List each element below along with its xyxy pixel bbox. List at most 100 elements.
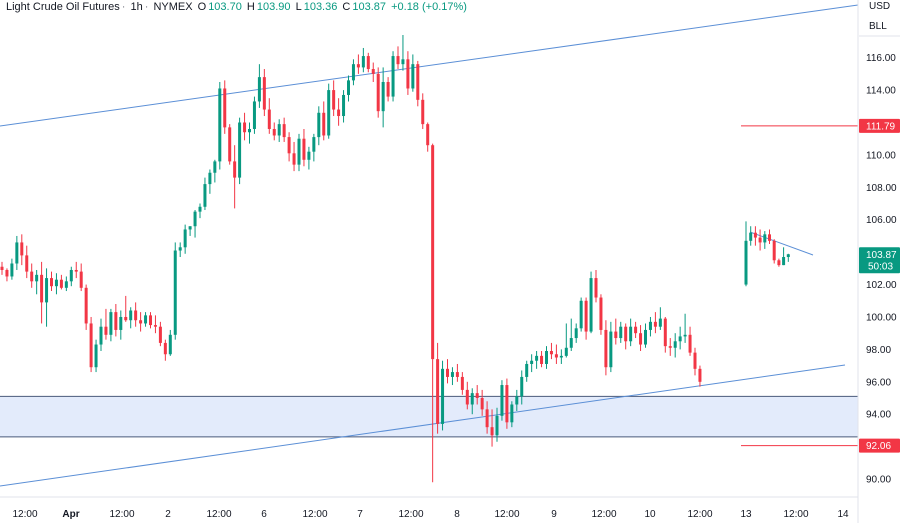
price-tag-text-1: 111.79 — [866, 121, 896, 132]
x-tick-label-8: 12:00 — [398, 509, 423, 520]
candle-body-39 — [193, 211, 197, 227]
y-tick-label-2: 94.00 — [866, 410, 891, 421]
candle-body-90 — [446, 368, 449, 377]
candle-body-108 — [535, 355, 539, 361]
candle-body-77 — [381, 81, 385, 112]
support-zone — [0, 395, 858, 438]
y-tick-label-8: 106.00 — [866, 215, 897, 226]
candle-body-58 — [287, 137, 291, 154]
candle-body-98 — [485, 409, 489, 428]
x-tick-label-0: 12:00 — [12, 509, 37, 520]
candle-body-78 — [386, 81, 390, 97]
candle-body-31 — [153, 325, 157, 327]
candle-body-123 — [609, 331, 613, 368]
candle-body-94 — [465, 389, 469, 405]
high-label: H — [246, 1, 255, 13]
candle-body-93 — [460, 376, 464, 390]
candle-body-71 — [351, 64, 355, 81]
candle-body-29 — [144, 315, 148, 324]
candle-body-59 — [292, 153, 296, 165]
candle-body-136 — [673, 341, 677, 348]
y-tick-label-3: 96.00 — [866, 377, 891, 388]
candle-body-130 — [644, 329, 647, 345]
candle-body-128 — [634, 326, 638, 334]
x-tick-label-10: 12:00 — [494, 509, 519, 520]
candle-body-127 — [629, 326, 633, 342]
candle-body-12 — [59, 279, 63, 288]
x-tick-label-4: 12:00 — [206, 509, 231, 520]
candle-body-146 — [763, 234, 767, 243]
candle-body-114 — [564, 347, 568, 356]
candle-body-70 — [347, 80, 350, 95]
candle-body-151 — [786, 254, 790, 258]
candle-body-92 — [455, 372, 459, 377]
candle-body-5 — [25, 255, 29, 272]
candle-body-22 — [109, 312, 113, 335]
candle-body-125 — [619, 326, 623, 339]
candle-body-57 — [282, 124, 286, 138]
unit-label[interactable]: BLL — [869, 21, 887, 32]
candle-body-105 — [520, 376, 524, 397]
y-tick-label-0: 90.00 — [866, 475, 891, 486]
candle-body-149 — [777, 260, 781, 266]
candle-body-135 — [668, 346, 672, 348]
candle-body-23 — [114, 312, 118, 330]
candle-body-144 — [753, 232, 757, 238]
candle-body-17 — [84, 287, 88, 324]
candle-body-142 — [744, 240, 748, 285]
candle-body-124 — [614, 331, 618, 339]
candle-body-81 — [401, 59, 405, 65]
candle-body-63 — [312, 137, 316, 152]
candle-body-148 — [772, 240, 776, 261]
price-tag-2 — [859, 438, 900, 453]
candle-body-100 — [495, 415, 499, 436]
candle-body-129 — [639, 333, 643, 345]
low-label: L — [295, 1, 302, 13]
currency-label[interactable]: USD — [869, 1, 891, 12]
price-tag-text-2: 92.06 — [866, 441, 891, 452]
candle-body-82 — [406, 59, 410, 89]
y-tick-label-6: 102.00 — [866, 280, 897, 291]
candle-body-85 — [421, 99, 425, 125]
candle-body-38 — [188, 226, 192, 230]
candle-body-43 — [213, 161, 217, 173]
trendline-1 — [0, 364, 846, 487]
candle-body-72 — [356, 64, 360, 68]
symbol-name[interactable]: Light Crude Oil Futures — [6, 1, 120, 13]
open-value: 103.70 — [208, 1, 242, 13]
candle-body-102 — [505, 385, 509, 423]
candle-body-76 — [376, 73, 380, 112]
x-tick-label-11: 9 — [551, 509, 557, 520]
zone-fill — [0, 396, 858, 437]
candle-body-140 — [693, 352, 697, 369]
candle-body-30 — [149, 315, 152, 326]
candle-body-109 — [540, 355, 544, 364]
candle-body-52 — [257, 77, 261, 102]
candle-body-48 — [238, 122, 242, 178]
candle-body-4 — [20, 242, 24, 256]
candle-body-138 — [683, 334, 687, 337]
candle-body-68 — [337, 109, 341, 117]
change-value: +0.18 (+0.17%) — [391, 1, 467, 13]
candle-body-50 — [248, 128, 251, 133]
candle-body-41 — [203, 184, 207, 207]
candle-body-111 — [549, 351, 553, 355]
candle-body-99 — [490, 427, 494, 436]
candle-body-46 — [228, 127, 232, 162]
price-tag-1 — [859, 118, 900, 133]
y-tick-label-9: 108.00 — [866, 183, 897, 194]
candle-body-20 — [99, 326, 103, 345]
open-label: O — [197, 1, 207, 13]
candle-body-15 — [74, 269, 78, 272]
candle-body-88 — [436, 359, 440, 424]
candle-body-9 — [45, 278, 49, 303]
candle-body-65 — [322, 112, 326, 136]
candle-body-37 — [183, 229, 187, 248]
candle-body-56 — [277, 124, 281, 136]
y-tick-label-10: 110.00 — [866, 150, 896, 161]
candle-body-33 — [163, 342, 167, 355]
candle-body-103 — [510, 404, 514, 423]
candle-body-6 — [30, 271, 34, 282]
candle-body-24 — [119, 316, 123, 330]
